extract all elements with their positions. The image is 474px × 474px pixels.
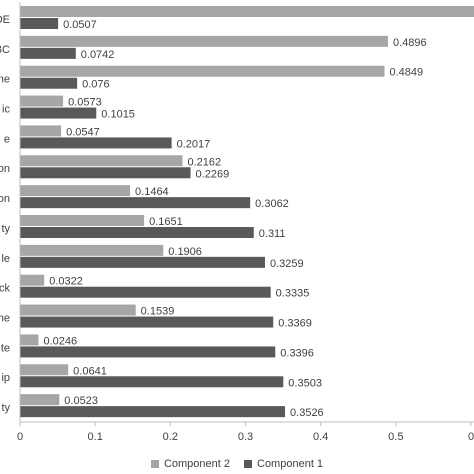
category-label: me xyxy=(0,74,10,86)
category-label: on xyxy=(0,193,10,205)
data-label-component-1: 0.3062 xyxy=(255,198,289,210)
data-label-component-2: 0.0523 xyxy=(64,395,98,407)
bar-component-2 xyxy=(20,6,474,17)
bar-component-1 xyxy=(20,107,97,119)
data-label-component-2: 0.2162 xyxy=(188,156,222,168)
x-tick-label: 0.3 xyxy=(238,431,253,443)
legend-item-component-1: Component 1 xyxy=(244,458,323,470)
category-label: te xyxy=(1,342,10,354)
bar-component-1 xyxy=(20,376,284,388)
data-label-component-1: 0.076 xyxy=(82,79,110,91)
bar-component-1 xyxy=(20,227,254,238)
bar-component-2 xyxy=(20,95,64,107)
legend-swatch-component-2 xyxy=(150,460,159,468)
bar-component-1 xyxy=(20,256,265,268)
legend-swatch-component-1 xyxy=(244,460,252,468)
data-label-component-1: 0.3335 xyxy=(276,288,310,300)
bar-component-2 xyxy=(20,274,45,286)
data-label-component-1: 0.3369 xyxy=(278,318,312,330)
bar-component-2 xyxy=(20,215,145,226)
x-tick-label: 0 xyxy=(468,431,474,443)
data-label-component-2: 0.0641 xyxy=(73,365,107,377)
bar-component-2 xyxy=(20,364,69,376)
bar-component-1 xyxy=(20,18,59,29)
legend-label-component-1: Component 1 xyxy=(257,458,324,470)
chart-legend: Component 2 Component 1 xyxy=(0,456,474,472)
bar-component-1 xyxy=(20,406,286,418)
bar-component-2 xyxy=(20,185,131,197)
data-label-component-2: 0.1539 xyxy=(141,306,175,318)
data-label-component-1: 0.2017 xyxy=(177,138,211,150)
bar-component-1 xyxy=(20,316,274,328)
data-label-component-1: 0.0742 xyxy=(81,49,115,61)
category-label: ty xyxy=(1,402,10,414)
bar-component-2 xyxy=(20,155,183,167)
bar-component-2 xyxy=(20,304,136,316)
data-label-component-2: 0.0322 xyxy=(49,276,83,288)
category-label: ck xyxy=(0,283,11,295)
x-tick-label: 0.5 xyxy=(388,431,403,443)
category-label: me xyxy=(0,313,10,325)
bar-component-2 xyxy=(20,394,60,406)
category-label: e xyxy=(4,133,10,145)
category-label: on xyxy=(0,163,10,175)
x-tick-label: 0.4 xyxy=(313,431,328,443)
bar-component-2 xyxy=(20,125,62,137)
bar-component-2 xyxy=(20,35,389,47)
data-label-component-2: 0.1906 xyxy=(168,246,202,258)
x-tick-label: 0.1 xyxy=(88,431,103,443)
bar-component-2 xyxy=(20,334,39,346)
data-label-component-1: 0.0507 xyxy=(63,19,97,31)
category-label: BC xyxy=(0,44,10,56)
category-label: ip xyxy=(1,372,10,384)
data-label-component-1: 0.3526 xyxy=(290,407,324,419)
x-tick-label: 0 xyxy=(17,431,23,443)
data-label-component-1: 0.3503 xyxy=(288,377,322,389)
data-label-component-1: 0.3396 xyxy=(280,347,314,359)
legend-label-component-2: Component 2 xyxy=(163,458,230,470)
data-label-component-2: 0.0547 xyxy=(66,126,100,138)
data-label-component-1: 0.1015 xyxy=(101,109,135,121)
category-label: le xyxy=(1,253,10,265)
data-label-component-2: 0.1651 xyxy=(149,216,183,228)
data-label-component-2: 0.0573 xyxy=(68,97,102,109)
data-label-component-1: 0.311 xyxy=(259,228,286,240)
bar-component-1 xyxy=(20,197,251,209)
data-label-component-1: 0.2269 xyxy=(196,168,230,180)
data-label-component-2: 0.4896 xyxy=(393,37,427,49)
legend-item-component-2: Component 2 xyxy=(150,458,230,470)
bar-component-1 xyxy=(20,47,76,59)
bar-component-1 xyxy=(20,167,191,179)
data-label-component-2: 0.4849 xyxy=(389,67,423,79)
data-label-component-2: 0.0246 xyxy=(43,335,77,347)
x-tick-label: 0.2 xyxy=(163,431,178,443)
bar-component-1 xyxy=(20,346,276,358)
category-label: OE xyxy=(0,14,10,26)
bar-component-2 xyxy=(20,65,385,77)
bar-component-1 xyxy=(20,137,172,149)
category-label: ic xyxy=(2,104,10,116)
data-label-component-1: 0.3259 xyxy=(270,258,304,270)
bar-component-1 xyxy=(20,77,78,89)
bar-component-2 xyxy=(20,244,164,256)
data-label-component-2: 0.1464 xyxy=(135,186,169,198)
bar-component-1 xyxy=(20,286,271,298)
category-label: ty xyxy=(1,223,10,235)
